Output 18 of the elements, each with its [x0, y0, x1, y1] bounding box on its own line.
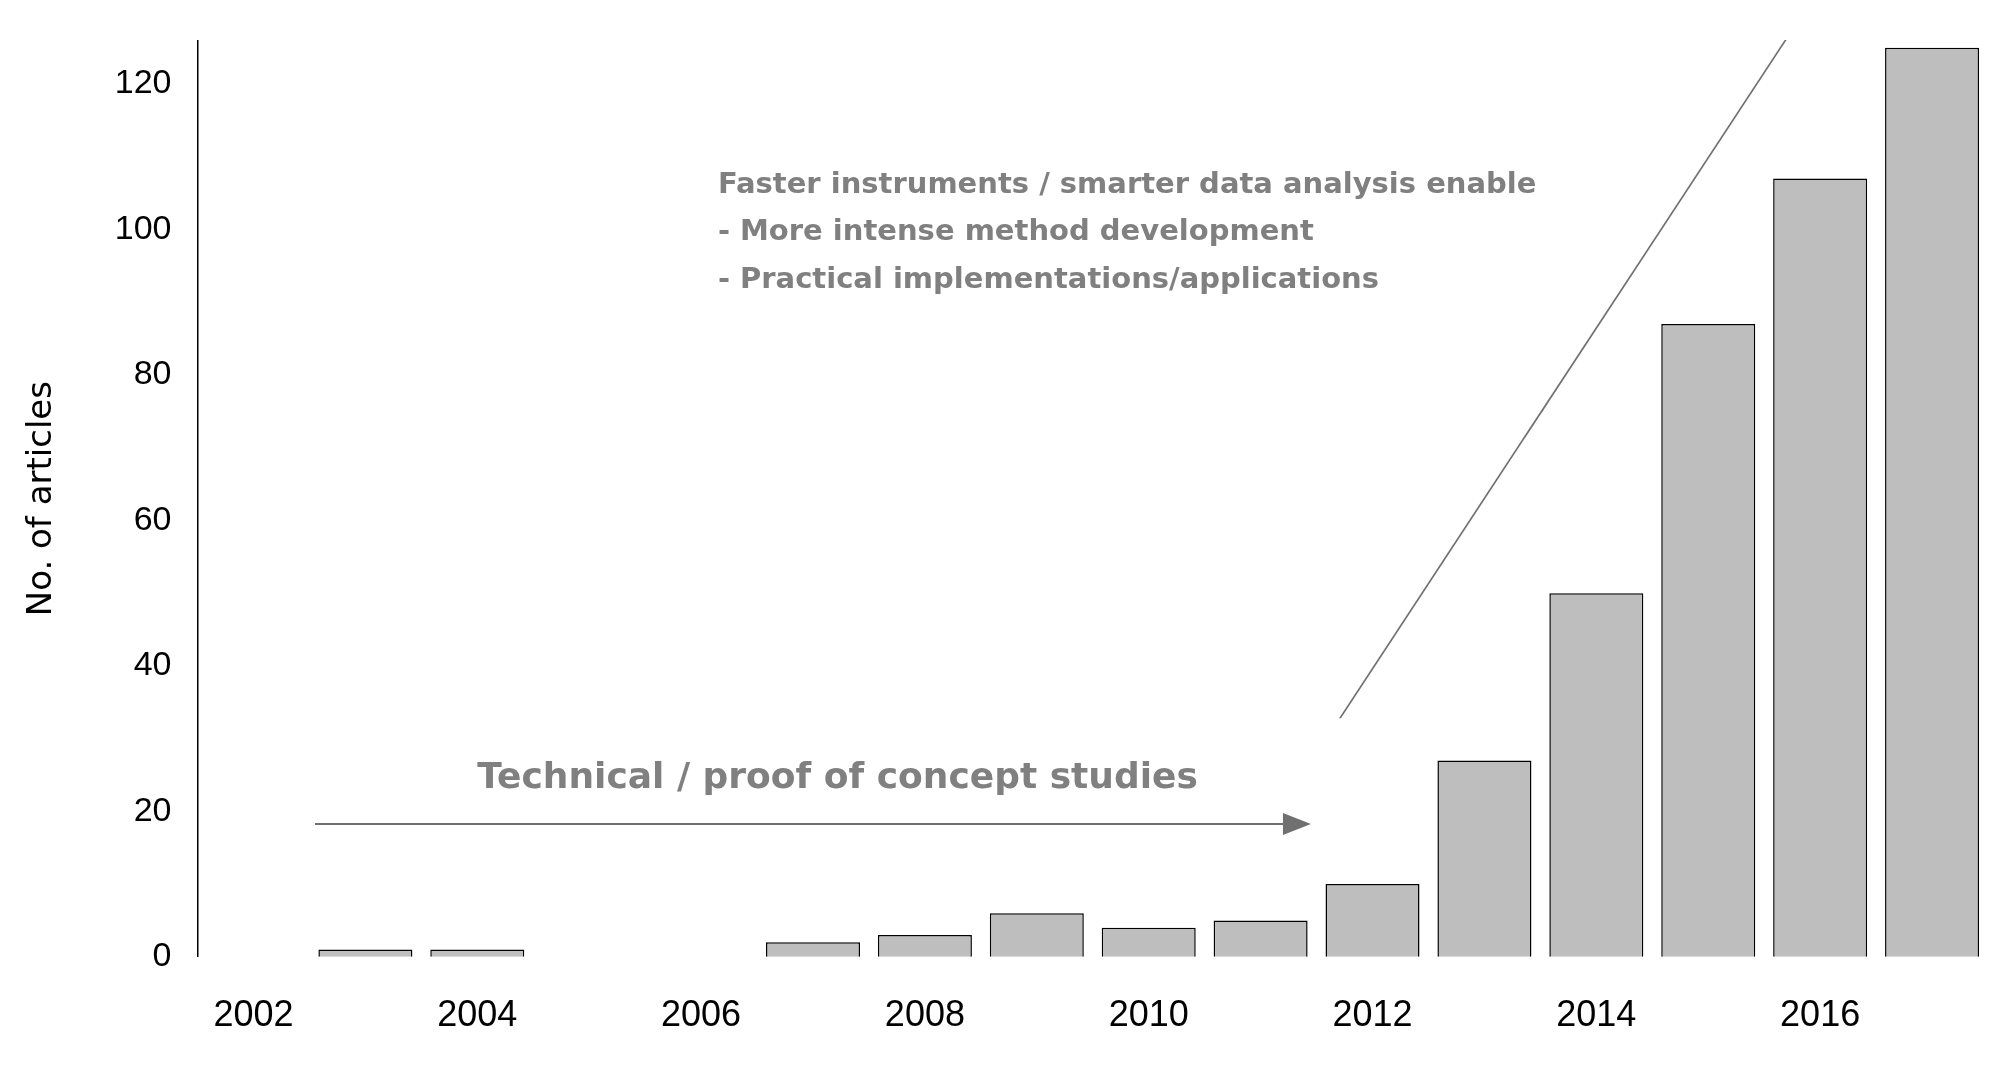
y-axis-title: No. of articles	[19, 381, 60, 617]
y-tick-label: 20	[133, 789, 172, 828]
y-tick-label: 100	[114, 207, 172, 246]
y-tick-label: 60	[133, 498, 172, 537]
annotation: Faster instruments / smarter data analysis enable - More intense method development - Practical implementations/applications	[717, 164, 1537, 298]
y-tick-label: 0	[152, 935, 172, 974]
x-tick-label: 2014	[1556, 993, 1637, 1035]
x-tick-label: 2002	[213, 993, 294, 1035]
y-tick-label: 80	[133, 353, 172, 392]
x-tick-label: 2008	[884, 993, 965, 1035]
x-tick-label: 2006	[661, 993, 742, 1035]
annotation: Technical / proof of concept studies	[477, 755, 1198, 797]
x-tick-label: 2004	[437, 993, 518, 1035]
y-tick-label: 120	[114, 62, 172, 101]
x-tick-label: 2012	[1332, 993, 1413, 1035]
x-tick-label: 2016	[1780, 993, 1861, 1035]
y-tick-label: 40	[133, 644, 172, 683]
x-tick-label: 2010	[1108, 993, 1189, 1035]
